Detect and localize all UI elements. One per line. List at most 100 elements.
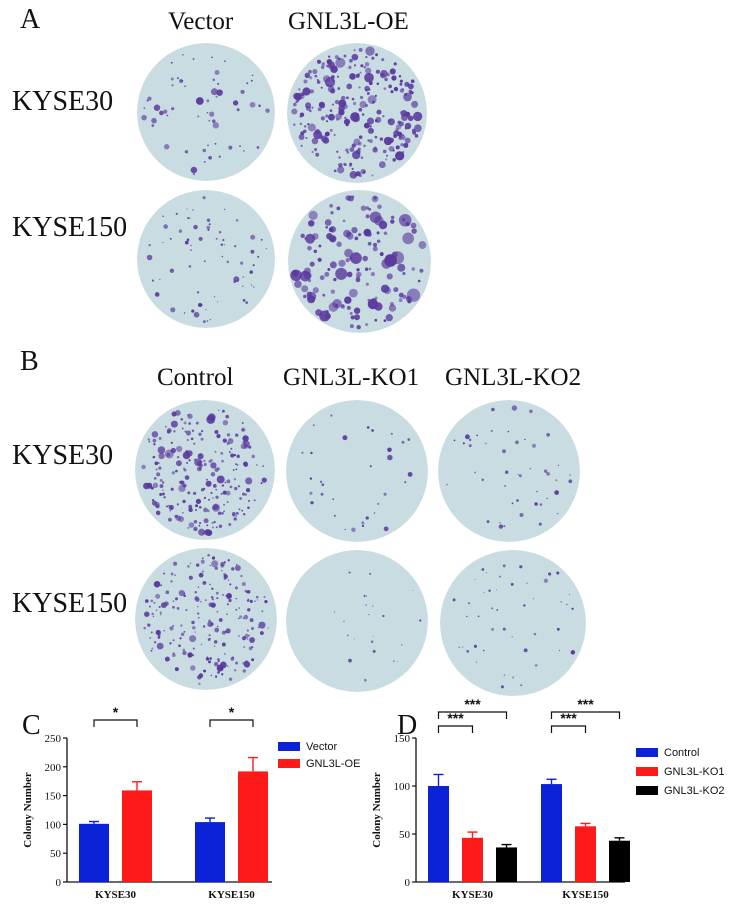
colony [395,131,398,134]
colony [221,409,225,413]
colony [327,268,331,271]
colony [184,240,189,245]
colony [319,135,324,140]
colony [261,610,264,613]
colony [332,498,335,501]
colony [452,598,456,602]
colony [221,642,226,647]
colony [516,499,519,502]
colony [365,516,369,520]
colony [336,241,342,247]
colony [483,591,485,594]
colony [343,118,351,125]
colony [317,257,322,262]
colony [246,82,249,85]
colony [222,484,225,487]
colony [372,242,378,247]
colony [536,490,538,493]
colony [251,74,254,77]
panel-a-row-kyse30: KYSE30 [12,86,114,117]
colony [359,95,364,99]
colony [188,508,191,512]
colony [222,438,227,443]
plate-background [135,400,275,540]
colony [404,137,411,144]
colony [317,107,322,112]
colony [309,491,313,495]
colony [498,524,504,529]
colony [251,646,254,649]
colony [174,409,181,416]
colony [182,483,187,488]
colony [329,261,337,269]
colony [503,525,506,528]
colony [462,442,465,445]
colony [229,583,232,586]
colony [294,280,302,288]
colony [207,621,213,627]
colony [305,105,311,111]
colony [543,578,549,583]
colony [568,593,570,596]
colony [211,587,214,590]
colony [212,119,216,123]
colony [235,433,239,437]
colony [560,601,563,603]
colony [220,492,223,496]
colony [385,154,389,157]
colony [245,301,249,304]
panel-b-row-kyse150: KYSE150 [12,588,128,619]
colony [196,291,200,294]
colony [250,600,253,603]
colony [253,286,255,288]
colony [214,429,219,434]
colony [158,605,161,608]
colony [230,453,235,458]
colony [329,203,334,208]
colony [174,574,176,577]
colony [337,87,341,90]
colony [158,452,165,460]
colony [356,271,362,278]
legend-label: GNL3L-KO2 [664,785,725,797]
colony [336,117,339,121]
colony [211,526,214,529]
colony [185,609,188,612]
colony [203,161,206,163]
significance-label: *** [464,696,481,712]
colony [226,613,228,616]
colony [327,85,335,93]
plate-b-kyse30-control [135,400,275,540]
colony [172,652,175,655]
colony [198,467,202,470]
plate-background [440,550,586,696]
colony [234,463,237,465]
colony [171,84,174,87]
colony [324,313,331,320]
colony [388,84,392,89]
colony [246,629,249,632]
bar [79,823,109,882]
colony [333,514,336,517]
colony [329,236,335,242]
colony [399,79,403,83]
colony [402,232,415,245]
colony [198,528,206,536]
colony [308,220,315,227]
colony [240,574,243,578]
colony [515,440,519,445]
colony [235,597,238,600]
colony [367,298,379,310]
colony [157,635,161,639]
colony [329,84,332,87]
colony [364,62,370,67]
colony [162,241,164,244]
colony [324,271,330,277]
colony [404,481,407,484]
panel-a-letter: A [20,4,41,35]
colony [236,564,238,566]
colony [202,580,207,585]
colony [205,478,208,481]
colony [175,469,178,473]
colony [311,150,314,154]
